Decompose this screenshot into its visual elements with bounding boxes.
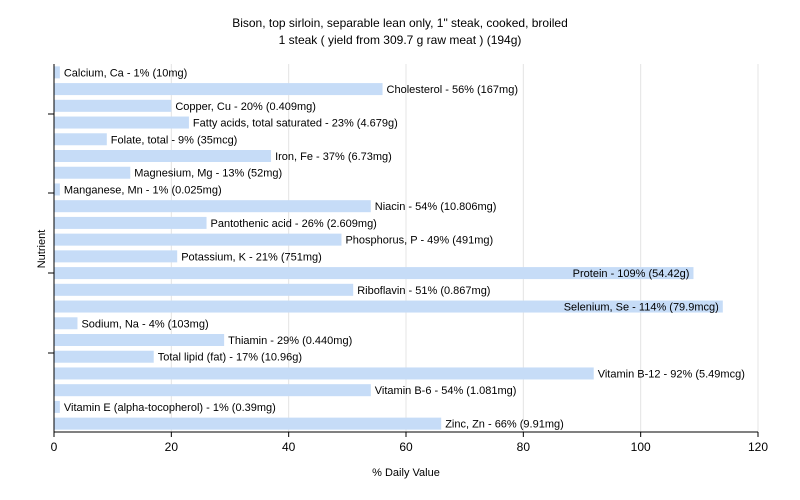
bar-label-12: Protein - 109% (54.42g) (573, 268, 690, 280)
bar-20 (54, 400, 60, 413)
bar-10 (54, 233, 342, 246)
bar-label-0: Calcium, Ca - 1% (10mg) (64, 67, 187, 79)
bar-label-4: Folate, total - 9% (35mcg) (111, 134, 238, 146)
bar-label-6: Magnesium, Mg - 13% (52mg) (134, 168, 282, 180)
x-tick-label-1: 20 (165, 440, 179, 454)
bar-5 (54, 150, 272, 162)
bar-17 (54, 350, 154, 363)
bar-18 (54, 367, 594, 380)
bar-label-14: Selenium, Se - 114% (79.9mcg) (564, 302, 719, 314)
bar-label-16: Thiamin - 29% (0.440mg) (228, 335, 352, 347)
bar-label-9: Pantothenic acid - 26% (2.609mg) (211, 218, 377, 230)
bar-label-19: Vitamin B-6 - 54% (1.081mg) (375, 385, 517, 397)
bar-label-18: Vitamin B-12 - 92% (5.49mcg) (598, 368, 745, 380)
bar-12 (54, 267, 694, 280)
bar-layer: Calcium, Ca - 1% (10mg) Cholesterol - 56%… (54, 66, 745, 431)
bar-label-8: Niacin - 54% (10.806mg) (375, 201, 497, 213)
bar-16 (54, 334, 225, 346)
bar-label-17: Total lipid (fat) - 17% (10.96g) (158, 352, 302, 364)
bar-label-15: Sodium, Na - 4% (103mg) (81, 318, 208, 330)
bar-7 (54, 183, 60, 196)
bar-label-7: Manganese, Mn - 1% (0.025mg) (64, 184, 222, 196)
y-axis-label: Nutrient (36, 230, 48, 269)
bar-8 (54, 200, 371, 213)
x-tick-label-5: 100 (631, 440, 651, 454)
bar-label-13: Riboflavin - 51% (0.867mg) (357, 285, 490, 297)
bar-21 (54, 417, 442, 430)
x-tick-label-4: 80 (517, 440, 531, 454)
bar-label-2: Copper, Cu - 20% (0.409mg) (175, 101, 316, 113)
bar-label-11: Potassium, K - 21% (751mg) (181, 251, 322, 263)
bar-1 (54, 83, 383, 96)
axis-layer: 0 20 40 60 80 100 120 (48, 64, 768, 454)
bar-6 (54, 166, 131, 179)
x-tick-label-3: 60 (399, 440, 413, 454)
bar-label-10: Phosphorus, P - 49% (491mg) (345, 235, 493, 247)
bar-label-5: Iron, Fe - 37% (6.73mg) (275, 151, 392, 163)
chart-subtitle: 1 steak ( yield from 309.7 g raw meat ) … (279, 33, 522, 47)
bar-label-1: Cholesterol - 56% (167mg) (387, 84, 518, 96)
bar-2 (54, 99, 172, 112)
bar-11 (54, 250, 178, 263)
bar-4 (54, 133, 107, 146)
chart-title: Bison, top sirloin, separable lean only,… (232, 16, 568, 30)
x-tick-label-6: 120 (748, 440, 768, 454)
bar-13 (54, 283, 354, 296)
bar-label-20: Vitamin E (alpha-tocopherol) - 1% (0.39m… (64, 402, 276, 414)
x-tick-label-0: 0 (51, 440, 58, 454)
bar-label-3: Fatty acids, total saturated - 23% (4.67… (193, 118, 398, 130)
bar-9 (54, 216, 207, 229)
bar-15 (54, 317, 78, 330)
x-tick-label-2: 40 (282, 440, 296, 454)
bar-3 (54, 116, 189, 129)
bar-14 (54, 300, 723, 313)
bar-0 (54, 66, 60, 79)
bar-label-21: Zinc, Zn - 66% (9.91mg) (445, 419, 564, 431)
x-axis-label: % Daily Value (372, 467, 440, 479)
bar-19 (54, 384, 371, 397)
